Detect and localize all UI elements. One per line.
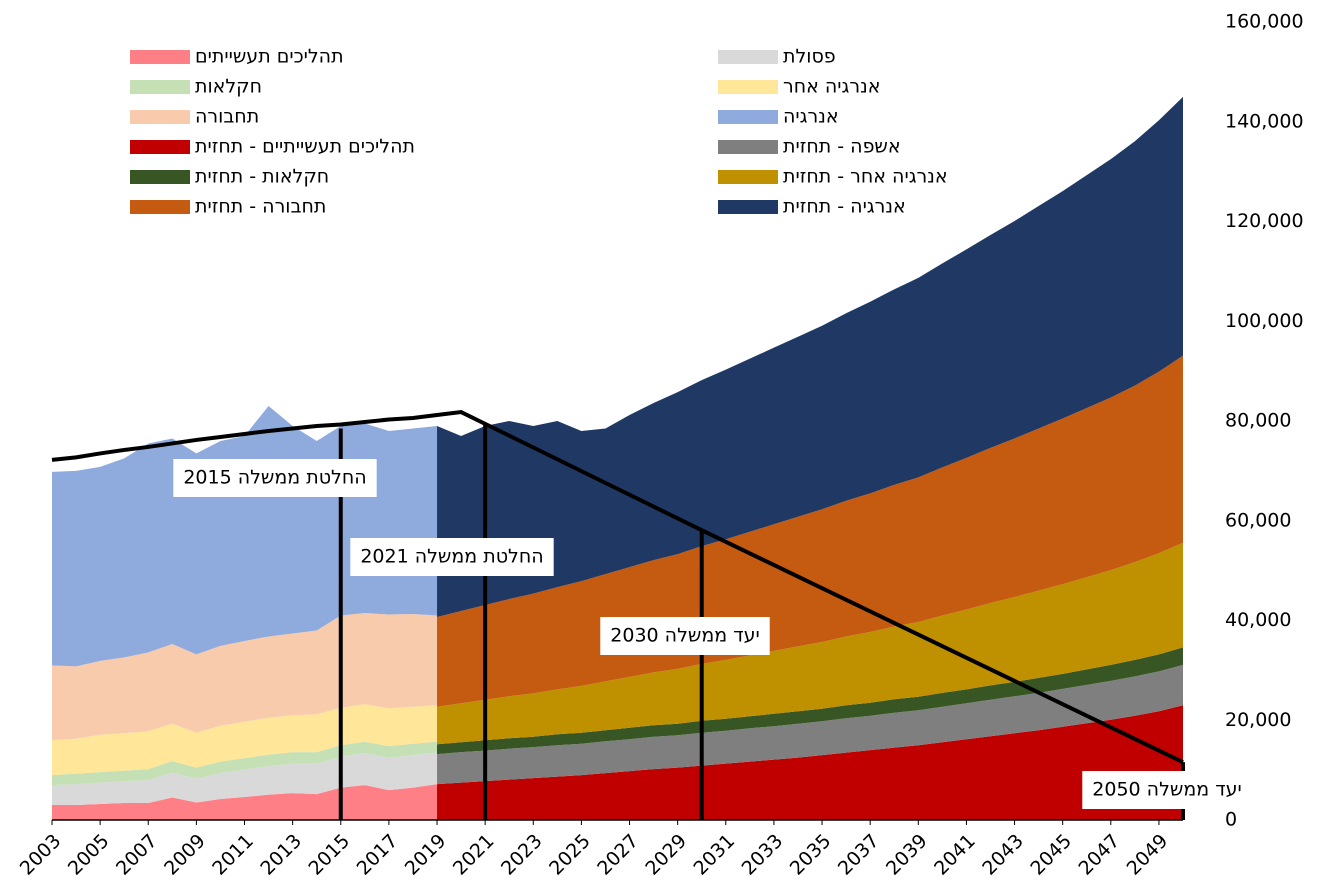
legend-swatch (718, 140, 778, 154)
y-tick-label: 40,000 (1225, 609, 1291, 631)
x-tick-label: 2021 (449, 830, 499, 880)
legend-swatch (718, 50, 778, 64)
x-tick-label: 2023 (497, 830, 547, 880)
annotation-label: יעד ממשלה 2050 (1092, 779, 1241, 801)
x-tick-label: 2011 (208, 830, 258, 880)
legend-label: חקלאות (195, 76, 262, 98)
legend-label: חקלאות - תחזית (195, 166, 329, 188)
x-tick-label: 2015 (304, 830, 354, 880)
x-tick-label: 2041 (930, 830, 980, 880)
x-tick-label: 2019 (401, 830, 451, 880)
area (437, 664, 1184, 785)
legend-swatch (130, 140, 190, 154)
legend-swatch (718, 110, 778, 124)
annotation-box (1082, 771, 1252, 809)
y-tick-label: 100,000 (1225, 310, 1304, 332)
trajectory-line (51, 409, 1184, 764)
x-tick-label: 2049 (1123, 830, 1173, 880)
annotation-label: החלטת ממשלה 2015 (183, 467, 366, 489)
legend-label: אנרגיה אחר - תחזית (783, 166, 948, 188)
area (437, 96, 1184, 618)
area (437, 542, 1184, 745)
legend-label: תהליכים תעשייתיים - תחזית (195, 136, 415, 158)
legend-swatch (130, 200, 190, 214)
x-tick-label: 2027 (593, 830, 643, 880)
y-tick-label: 20,000 (1225, 709, 1291, 731)
x-tick-label: 2035 (786, 830, 836, 880)
legend-swatch (130, 80, 190, 94)
annotation-box (600, 617, 770, 655)
legend-label: פסולת (783, 46, 836, 68)
annotation-box (350, 538, 554, 576)
x-tick-label: 2045 (1026, 830, 1076, 880)
legend-label: אנרגיה אחר (783, 76, 880, 98)
legend-label: אשפה - תחזית (783, 136, 901, 158)
x-tick-label: 2043 (978, 830, 1028, 880)
x-tick-label: 2013 (256, 830, 306, 880)
legend-label: תחבורה (195, 106, 259, 128)
y-tick-label: 80,000 (1225, 410, 1291, 432)
x-tick-label: 2025 (545, 830, 595, 880)
x-tick-label: 2005 (64, 830, 114, 880)
legend-swatch (718, 200, 778, 214)
x-tick-label: 2003 (16, 830, 66, 880)
x-tick-label: 2037 (834, 830, 884, 880)
legend-swatch (130, 110, 190, 124)
legend-label: תחבורה - תחזית (195, 196, 326, 218)
legend-label: תהליכים תעשייתים (195, 46, 344, 68)
y-tick-label: 0 (1225, 809, 1237, 831)
y-tick-label: 60,000 (1225, 509, 1291, 531)
area (437, 647, 1184, 755)
y-tick-label: 140,000 (1225, 110, 1304, 132)
x-tick-label: 2047 (1074, 830, 1124, 880)
x-tick-label: 2017 (353, 830, 403, 880)
legend-swatch (130, 170, 190, 184)
y-tick-label: 120,000 (1225, 210, 1304, 232)
legend-swatch (718, 170, 778, 184)
x-tick-label: 2039 (882, 830, 932, 880)
area (437, 705, 1184, 820)
x-tick-label: 2031 (689, 830, 739, 880)
x-tick-label: 2009 (160, 830, 210, 880)
annotation-box (173, 459, 377, 497)
x-tick-label: 2007 (112, 830, 162, 880)
overlay: החלטת ממשלה 2015 החלטת ממשלה 2021 יעד ממשל… (51, 409, 1252, 820)
x-tick-label: 2033 (738, 830, 788, 880)
x-tick-label: 2029 (641, 830, 691, 880)
annotation-label: החלטת ממשלה 2021 (360, 546, 543, 568)
legend-label: אנרגיה - תחזית (783, 196, 906, 218)
y-tick-label: 160,000 (1225, 11, 1304, 33)
legend-label: אנרגיה (783, 106, 839, 128)
legend-swatch (718, 80, 778, 94)
annotation-label: יעד ממשלה 2030 (610, 625, 759, 647)
legend-swatch (130, 50, 190, 64)
